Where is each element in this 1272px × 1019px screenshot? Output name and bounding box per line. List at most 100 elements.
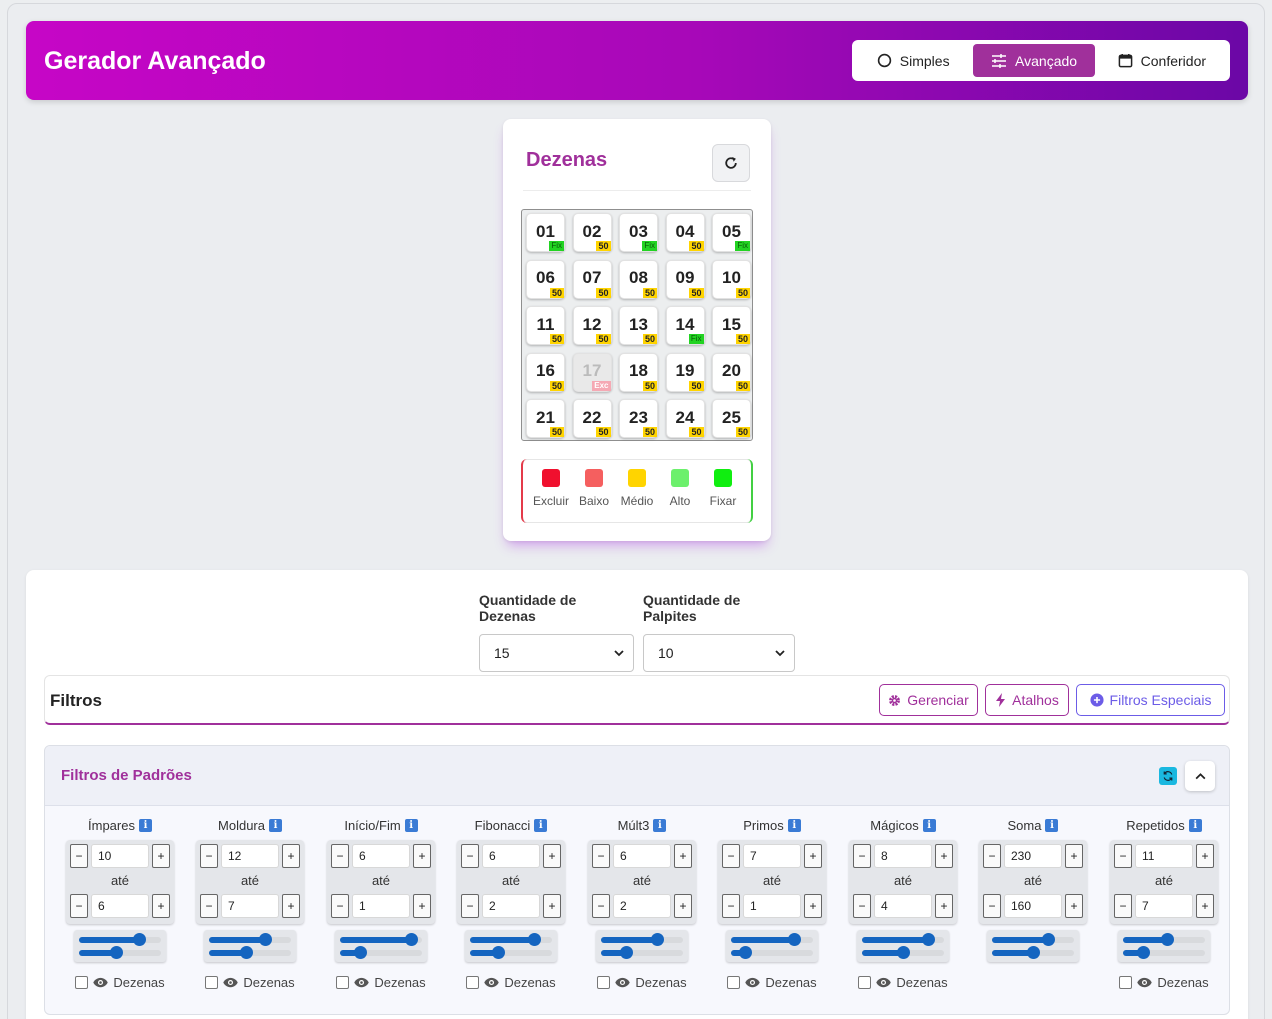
decrement-button[interactable]: −	[70, 844, 88, 868]
dezena-cell[interactable]: 19 50	[665, 352, 705, 392]
increment-button[interactable]: +	[674, 844, 692, 868]
range-slider-max[interactable]	[1123, 933, 1205, 946]
decrement-button[interactable]: −	[1114, 844, 1132, 868]
decrement-button[interactable]: −	[1114, 894, 1132, 918]
dezena-cell[interactable]: 03 Fix	[619, 213, 658, 252]
increment-button[interactable]: +	[804, 844, 822, 868]
info-icon[interactable]: i	[1045, 818, 1059, 832]
range-slider-max[interactable]	[862, 933, 944, 946]
info-icon[interactable]: i	[138, 818, 152, 832]
increment-button[interactable]: +	[152, 894, 170, 918]
decrement-button[interactable]: −	[461, 894, 479, 918]
filter-max-input[interactable]: 11	[1135, 844, 1193, 868]
filter-max-input[interactable]: 6	[482, 844, 540, 868]
mode-avancado-button[interactable]: Avançado	[973, 44, 1095, 77]
legend-item[interactable]: Alto	[662, 469, 698, 523]
legend-item[interactable]: Excluir	[533, 469, 569, 523]
dezena-cell[interactable]: 16 50	[526, 352, 565, 392]
info-icon[interactable]: i	[404, 818, 418, 832]
info-icon[interactable]: i	[268, 818, 282, 832]
dezena-cell[interactable]: 09 50	[665, 259, 705, 299]
filter-max-input[interactable]: 230	[1004, 844, 1062, 868]
range-slider-max[interactable]	[340, 933, 422, 946]
range-slider-min[interactable]	[209, 946, 291, 959]
dezena-cell[interactable]: 17 Exc	[572, 352, 612, 392]
refresh-button[interactable]	[712, 144, 750, 182]
range-slider-min[interactable]	[731, 946, 813, 959]
dezena-cell[interactable]: 24 50	[665, 399, 705, 438]
filter-min-input[interactable]: 7	[221, 894, 279, 918]
dezena-cell[interactable]: 05 Fix	[712, 213, 751, 252]
legend-item[interactable]: Fixar	[705, 469, 741, 523]
dezena-cell[interactable]: 12 50	[572, 306, 612, 345]
show-dezenas-checkbox[interactable]	[727, 976, 741, 989]
filter-max-input[interactable]: 6	[613, 844, 671, 868]
range-slider-max[interactable]	[992, 933, 1074, 946]
mode-simples-button[interactable]: Simples	[857, 44, 969, 77]
range-slider-max[interactable]	[601, 933, 683, 946]
decrement-button[interactable]: −	[331, 894, 349, 918]
legend-item[interactable]: Baixo	[576, 469, 612, 523]
info-icon[interactable]: i	[534, 818, 548, 832]
decrement-button[interactable]: −	[853, 844, 871, 868]
info-icon[interactable]: i	[1188, 818, 1202, 832]
filter-max-input[interactable]: 10	[91, 844, 149, 868]
dezena-cell[interactable]: 08 50	[619, 259, 658, 299]
dezena-cell[interactable]: 01 Fix	[526, 213, 565, 252]
increment-button[interactable]: +	[1065, 894, 1083, 918]
dezena-cell[interactable]: 23 50	[619, 399, 658, 438]
increment-button[interactable]: +	[674, 894, 692, 918]
filter-min-input[interactable]: 4	[874, 894, 932, 918]
dezena-cell[interactable]: 14 Fix	[665, 306, 705, 345]
range-slider-min[interactable]	[992, 946, 1074, 959]
decrement-button[interactable]: −	[331, 844, 349, 868]
collapse-button[interactable]	[1185, 761, 1215, 791]
quantidade-dezenas-select[interactable]: 15	[479, 634, 634, 672]
filter-max-input[interactable]: 6	[352, 844, 410, 868]
increment-button[interactable]: +	[935, 844, 953, 868]
range-slider-min[interactable]	[470, 946, 552, 959]
increment-button[interactable]: +	[543, 894, 561, 918]
dezena-cell[interactable]: 04 50	[665, 213, 705, 252]
range-slider-min[interactable]	[1123, 946, 1205, 959]
increment-button[interactable]: +	[282, 844, 300, 868]
decrement-button[interactable]: −	[461, 844, 479, 868]
increment-button[interactable]: +	[152, 844, 170, 868]
decrement-button[interactable]: −	[70, 894, 88, 918]
filter-min-input[interactable]: 6	[91, 894, 149, 918]
filter-min-input[interactable]: 160	[1004, 894, 1062, 918]
dezena-cell[interactable]: 10 50	[712, 259, 751, 299]
info-icon[interactable]: i	[922, 818, 936, 832]
range-slider-max[interactable]	[731, 933, 813, 946]
dezena-cell[interactable]: 07 50	[572, 259, 612, 299]
range-slider-min[interactable]	[79, 946, 161, 959]
mode-conferidor-button[interactable]: Conferidor	[1099, 44, 1225, 77]
dezena-cell[interactable]: 15 50	[712, 306, 751, 345]
dezena-cell[interactable]: 22 50	[572, 399, 612, 438]
show-dezenas-checkbox[interactable]	[858, 976, 872, 989]
filter-min-input[interactable]: 7	[1135, 894, 1193, 918]
decrement-button[interactable]: −	[983, 894, 1001, 918]
gerenciar-button[interactable]: Gerenciar	[879, 684, 978, 716]
increment-button[interactable]: +	[935, 894, 953, 918]
dezena-cell[interactable]: 06 50	[526, 259, 565, 299]
decrement-button[interactable]: −	[200, 894, 218, 918]
show-dezenas-checkbox[interactable]	[205, 976, 219, 989]
decrement-button[interactable]: −	[722, 894, 740, 918]
legend-item[interactable]: Médio	[619, 469, 655, 523]
decrement-button[interactable]: −	[722, 844, 740, 868]
show-dezenas-checkbox[interactable]	[336, 976, 350, 989]
filter-min-input[interactable]: 2	[613, 894, 671, 918]
filter-max-input[interactable]: 8	[874, 844, 932, 868]
dezena-cell[interactable]: 18 50	[619, 352, 658, 392]
filter-max-input[interactable]: 7	[743, 844, 801, 868]
sync-button[interactable]	[1159, 767, 1177, 785]
increment-button[interactable]: +	[1065, 844, 1083, 868]
show-dezenas-checkbox[interactable]	[1119, 976, 1133, 989]
filter-min-input[interactable]: 1	[743, 894, 801, 918]
filtros-especiais-button[interactable]: Filtros Especiais	[1076, 684, 1225, 716]
dezena-cell[interactable]: 20 50	[712, 352, 751, 392]
atalhos-button[interactable]: Atalhos	[985, 684, 1069, 716]
quantidade-palpites-select[interactable]: 10	[643, 634, 795, 672]
dezena-cell[interactable]: 11 50	[526, 306, 565, 345]
